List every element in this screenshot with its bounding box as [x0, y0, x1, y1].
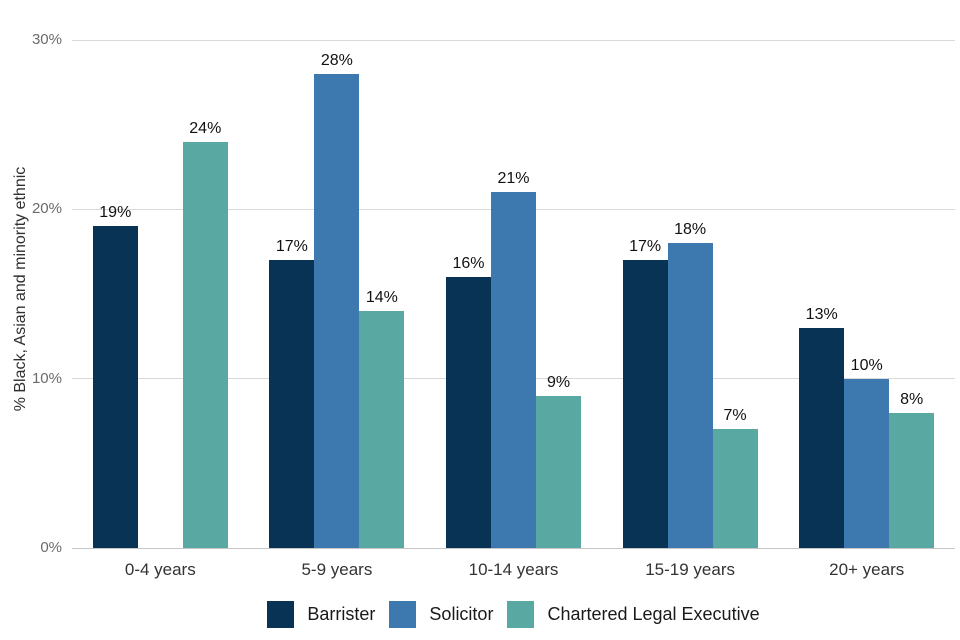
bar-value-label: 18%	[674, 221, 707, 239]
bar-slot: 7%	[712, 40, 758, 548]
bar-barrister	[799, 327, 845, 548]
legend-label: Chartered Legal Executive	[547, 603, 760, 624]
bar-value-label: 21%	[497, 170, 530, 188]
bar-slot: 14%	[359, 40, 405, 548]
y-axis-tick-label: 30%	[31, 31, 62, 48]
bar-slot: 8%	[889, 40, 935, 548]
bar-slot: 17%	[269, 40, 315, 548]
legend-item-solicitor: Solicitor	[389, 600, 494, 628]
legend-label: Solicitor	[429, 603, 494, 624]
bar-solicitor	[844, 378, 890, 548]
bar-slot: 21%	[491, 40, 536, 548]
x-axis-label: 20+ years	[829, 560, 905, 579]
bar-chartered-legal-executive	[536, 395, 581, 548]
y-axis-tick-label: 0%	[40, 539, 62, 556]
bar-chartered-legal-executive	[359, 310, 405, 548]
y-axis-tick-label: 20%	[31, 200, 62, 218]
legend-swatch-chartered-legal-executive	[507, 600, 535, 628]
bar-group: 16% 21% 9%	[446, 40, 581, 548]
bar-slot: 9%	[536, 40, 581, 548]
legend-swatch-barrister	[267, 600, 295, 628]
bar-barrister	[446, 277, 491, 548]
bar-slot: 18%	[667, 40, 713, 548]
bar-slot	[138, 40, 183, 548]
bar-value-label: 8%	[900, 390, 924, 408]
bar-slot: 17%	[622, 40, 668, 548]
bar-value-label: 17%	[275, 238, 308, 256]
bar-solicitor	[314, 73, 360, 548]
bar-chartered-legal-executive	[712, 429, 758, 548]
y-axis-title: % Black, Asian and minority ethnic	[12, 166, 29, 412]
bar-barrister	[622, 260, 668, 548]
bar-barrister	[269, 260, 315, 548]
bar-chartered-legal-executive	[889, 412, 935, 548]
gridline-30%	[72, 39, 955, 41]
bar-slot: 16%	[446, 40, 491, 548]
legend: Barrister Solicitor Chartered Legal Execut…	[72, 597, 955, 631]
plot-area: 0% 10% 20% 30% 19% 24% 0-4 years 17% 28% 14% 5-9 y…	[32, 31, 955, 579]
bar-value-label: 7%	[723, 407, 747, 425]
bar-solicitor	[667, 243, 713, 548]
bar-group: 13% 10% 8%	[799, 40, 935, 548]
bar-value-label: 14%	[365, 288, 398, 306]
bar-group: 19% 24%	[92, 40, 228, 548]
y-axis-tick-label: 10%	[31, 369, 62, 387]
bar-slot: 24%	[182, 40, 228, 548]
bar-value-label: 10%	[850, 356, 883, 374]
bar-slot: 10%	[844, 40, 890, 548]
bar-slot: 13%	[799, 40, 845, 548]
bar-chartered-legal-executive	[182, 141, 228, 548]
bar-value-label: 16%	[452, 255, 485, 273]
x-axis-label: 5-9 years	[301, 560, 373, 579]
bar-value-label: 28%	[320, 51, 353, 69]
bar-value-label: 24%	[189, 119, 222, 137]
bar-value-label: 19%	[99, 204, 132, 222]
gridline-0%	[72, 547, 955, 549]
bar-value-label: 13%	[805, 305, 838, 323]
legend-label: Barrister	[307, 603, 376, 624]
bar-group: 17% 28% 14%	[269, 40, 405, 548]
x-axis-label: 15-19 years	[645, 560, 735, 579]
bar-slot: 19%	[92, 40, 138, 548]
bar-slot: 28%	[314, 40, 360, 548]
x-axis-label: 10-14 years	[468, 560, 559, 579]
x-axis-label: 0-4 years	[124, 560, 196, 579]
legend-item-barrister: Barrister	[267, 600, 376, 628]
bar-barrister	[92, 226, 138, 548]
bar-value-label: 9%	[546, 373, 571, 391]
legend-item-chartered-legal-executive: Chartered Legal Executive	[507, 600, 760, 628]
bar-group: 17% 18% 7%	[622, 40, 758, 548]
legend-swatch-solicitor	[389, 600, 417, 628]
bar-value-label: 17%	[629, 238, 662, 256]
bar-solicitor	[491, 192, 536, 548]
